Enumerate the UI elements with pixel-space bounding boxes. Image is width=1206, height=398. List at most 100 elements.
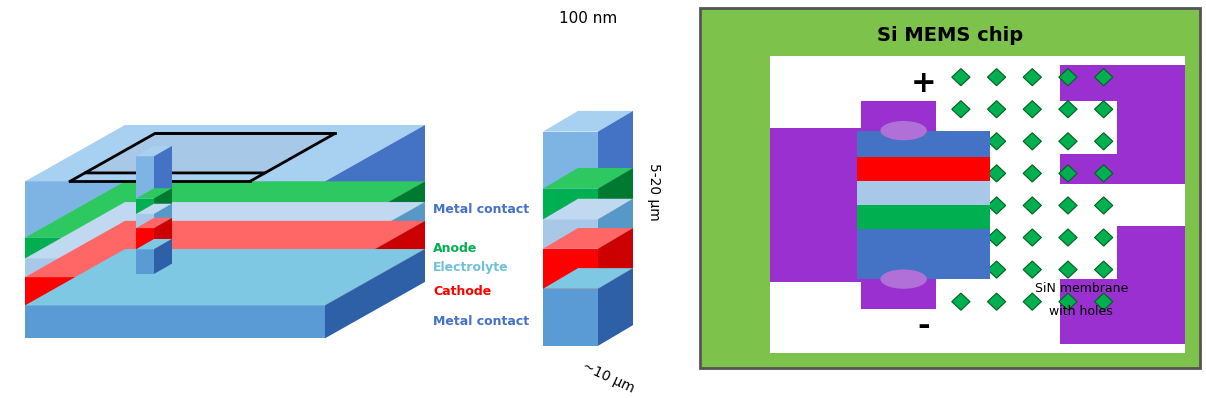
Text: Cathode: Cathode <box>433 285 491 298</box>
Polygon shape <box>1059 68 1077 86</box>
Polygon shape <box>1023 133 1042 150</box>
Polygon shape <box>324 221 425 305</box>
Bar <box>857 181 990 205</box>
Polygon shape <box>1059 293 1077 310</box>
Ellipse shape <box>880 269 927 289</box>
Bar <box>861 256 936 309</box>
Polygon shape <box>25 258 324 277</box>
Polygon shape <box>543 111 633 132</box>
Polygon shape <box>543 132 598 189</box>
Polygon shape <box>952 68 970 86</box>
Polygon shape <box>1095 101 1113 118</box>
Polygon shape <box>1059 165 1077 182</box>
Polygon shape <box>988 197 1006 214</box>
Polygon shape <box>1023 229 1042 246</box>
Text: SiN membrane: SiN membrane <box>1035 281 1128 295</box>
Polygon shape <box>952 133 970 150</box>
Polygon shape <box>25 202 425 258</box>
Polygon shape <box>154 239 172 274</box>
Polygon shape <box>324 202 425 277</box>
Bar <box>1060 226 1185 344</box>
Polygon shape <box>136 204 172 214</box>
Polygon shape <box>1023 197 1042 214</box>
Ellipse shape <box>880 121 927 140</box>
Text: Anode: Anode <box>433 242 478 255</box>
Polygon shape <box>988 229 1006 246</box>
Polygon shape <box>84 133 335 173</box>
Bar <box>857 157 990 181</box>
Polygon shape <box>1059 101 1077 118</box>
Polygon shape <box>136 249 154 274</box>
Polygon shape <box>1095 165 1113 182</box>
Polygon shape <box>1095 293 1113 310</box>
Bar <box>1060 226 1117 279</box>
Polygon shape <box>952 293 970 310</box>
Polygon shape <box>1023 68 1042 86</box>
Polygon shape <box>25 125 425 181</box>
Polygon shape <box>952 261 970 278</box>
Polygon shape <box>543 289 598 346</box>
Polygon shape <box>1059 133 1077 150</box>
Polygon shape <box>543 168 633 189</box>
Polygon shape <box>598 268 633 346</box>
Polygon shape <box>136 156 154 199</box>
Polygon shape <box>598 199 633 249</box>
Bar <box>857 228 990 256</box>
Bar <box>857 131 990 157</box>
Polygon shape <box>154 204 172 228</box>
Polygon shape <box>324 125 425 238</box>
Polygon shape <box>988 133 1006 150</box>
Polygon shape <box>25 238 324 258</box>
Polygon shape <box>25 181 324 238</box>
Polygon shape <box>154 188 172 214</box>
Bar <box>1060 101 1117 154</box>
Text: Electrolyte: Electrolyte <box>433 261 509 274</box>
Polygon shape <box>952 165 970 182</box>
Polygon shape <box>1023 165 1042 182</box>
Polygon shape <box>952 229 970 246</box>
Polygon shape <box>952 197 970 214</box>
Text: with holes: with holes <box>1049 305 1113 318</box>
Polygon shape <box>25 277 324 305</box>
Polygon shape <box>1023 293 1042 310</box>
Text: 5-20 μm: 5-20 μm <box>646 163 661 220</box>
Polygon shape <box>1095 68 1113 86</box>
Polygon shape <box>988 68 1006 86</box>
Polygon shape <box>25 181 425 238</box>
Polygon shape <box>1059 229 1077 246</box>
Polygon shape <box>598 228 633 289</box>
Polygon shape <box>1095 229 1113 246</box>
Polygon shape <box>1059 261 1077 278</box>
Bar <box>1060 65 1185 184</box>
Text: Metal contact: Metal contact <box>433 203 529 216</box>
Text: Metal contact: Metal contact <box>433 315 529 328</box>
Polygon shape <box>324 249 425 338</box>
Text: +: + <box>911 68 936 98</box>
Polygon shape <box>952 101 970 118</box>
Text: ~10 μm: ~10 μm <box>580 359 637 395</box>
Polygon shape <box>988 261 1006 278</box>
Polygon shape <box>25 221 425 277</box>
Bar <box>857 256 990 279</box>
Polygon shape <box>136 218 172 228</box>
Polygon shape <box>136 214 154 228</box>
Polygon shape <box>988 101 1006 118</box>
Text: -: - <box>918 312 930 341</box>
Polygon shape <box>1059 197 1077 214</box>
Polygon shape <box>1023 261 1042 278</box>
Polygon shape <box>136 199 154 214</box>
Polygon shape <box>1095 133 1113 150</box>
Polygon shape <box>136 188 172 199</box>
Polygon shape <box>25 305 324 338</box>
Polygon shape <box>25 249 425 305</box>
Bar <box>699 8 1200 369</box>
Text: Si MEMS chip: Si MEMS chip <box>877 26 1023 45</box>
Polygon shape <box>136 239 172 249</box>
Polygon shape <box>988 165 1006 182</box>
Text: 100 nm: 100 nm <box>558 11 617 26</box>
Polygon shape <box>1095 197 1113 214</box>
Polygon shape <box>154 218 172 249</box>
Polygon shape <box>543 228 633 249</box>
Polygon shape <box>324 181 425 258</box>
Polygon shape <box>543 249 598 289</box>
